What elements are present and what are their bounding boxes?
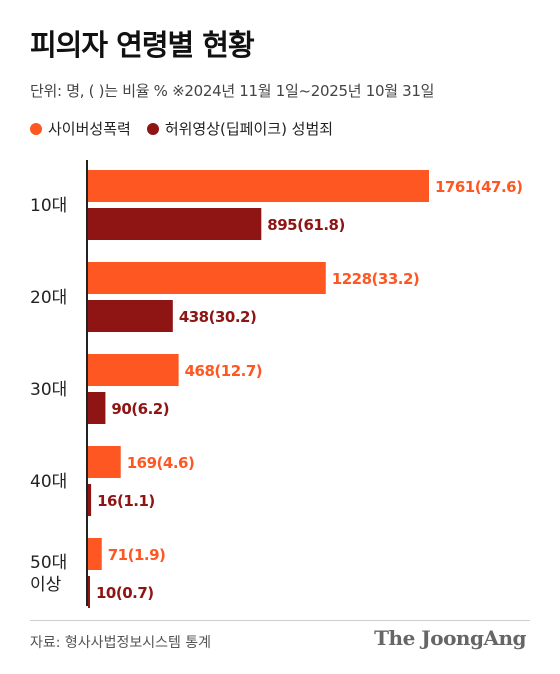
legend-item-deepfake: 허위영상(딥페이크) 성범죄 [146, 118, 334, 139]
brand-logo: The JoongAng [374, 626, 526, 650]
footer-divider [30, 620, 530, 621]
legend-item-cyber: 사이버성폭력 [30, 118, 131, 139]
legend-label-cyber: 사이버성폭력 [48, 120, 131, 138]
data-label-deepfake: 438(30.2) [179, 308, 257, 326]
bar-deepfake [88, 300, 173, 332]
bar-cyber [88, 446, 121, 478]
category-label: 30대 [30, 380, 67, 400]
category-label: 50대 이상 [30, 553, 67, 595]
unit-note: 단위: 명, ( )는 비율 % ※2024년 11월 1일~2025년 10월… [30, 82, 435, 100]
bar-deepfake [88, 208, 262, 240]
legend-swatch-cyber [30, 122, 42, 135]
data-label-deepfake: 10(0.7) [96, 584, 154, 602]
data-label-deepfake: 895(61.8) [267, 216, 345, 234]
category-label: 40대 [30, 472, 67, 492]
data-label-cyber: 71(1.9) [108, 546, 166, 564]
data-label-cyber: 1761(47.6) [435, 178, 522, 196]
category-label: 20대 [30, 288, 67, 308]
data-label-cyber: 468(12.7) [185, 362, 263, 380]
bar-cyber [88, 354, 179, 386]
data-label-cyber: 1228(33.2) [332, 270, 419, 288]
bar-cyber [88, 170, 429, 202]
source-note: 자료: 형사사법정보시스템 통계 [30, 635, 212, 651]
bar-cyber [88, 262, 326, 294]
bar-deepfake [88, 484, 92, 516]
bar-cyber [88, 538, 102, 570]
data-label-deepfake: 90(6.2) [111, 400, 169, 418]
bar-deepfake [88, 392, 106, 424]
legend-label-deepfake: 허위영상(딥페이크) 성범죄 [164, 120, 334, 138]
legend-swatch-deepfake [146, 122, 159, 135]
legend: 사이버성폭력 허위영상(딥페이크) 성범죄 [30, 118, 349, 139]
data-label-cyber: 169(4.6) [127, 454, 195, 472]
bar-deepfake [88, 576, 90, 608]
data-label-deepfake: 16(1.1) [97, 492, 155, 510]
chart-title: 피의자 연령별 현황 [30, 28, 255, 62]
category-label: 10대 [30, 196, 67, 216]
